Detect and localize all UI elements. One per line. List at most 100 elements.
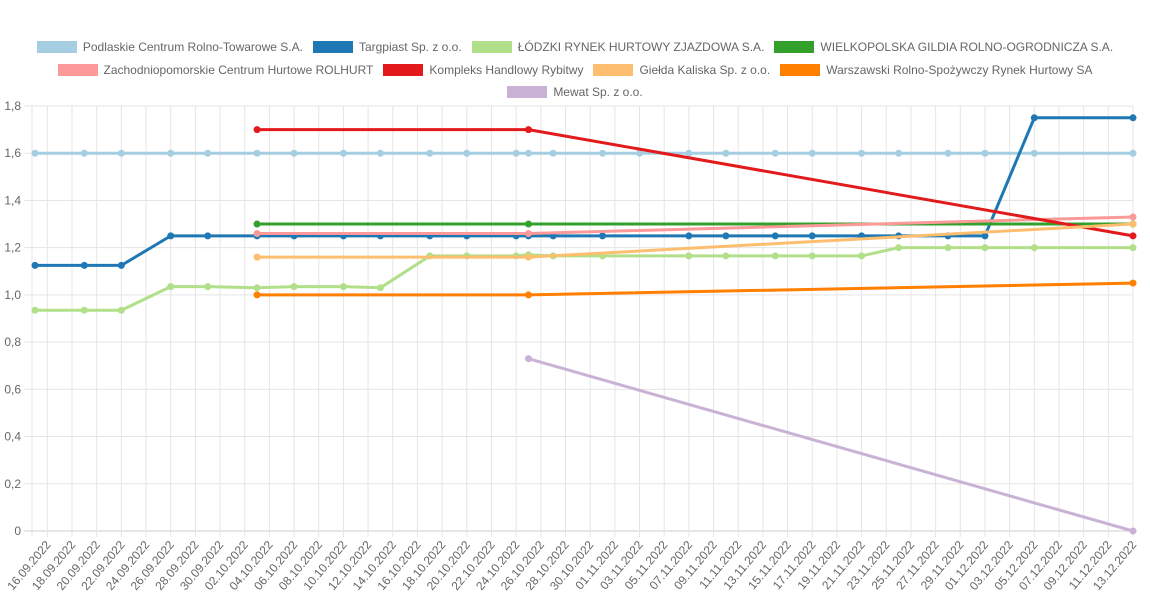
data-point [253,253,261,261]
data-point [944,149,952,157]
data-point [524,253,532,261]
legend-swatch [312,41,353,54]
data-point [858,252,866,260]
data-point [524,126,532,134]
y-tick-label: 0,6 [4,382,21,396]
data-point [290,283,298,291]
series-line [35,246,1133,312]
data-point [117,261,125,269]
legend-row: Mewat Sp. z o.o. [0,81,1150,104]
series-8 [524,355,1137,535]
data-point [204,232,212,240]
data-point [1129,220,1137,228]
legend-swatch [593,63,634,76]
data-point [1129,279,1137,287]
data-point [685,252,693,260]
legend-label: Zachodniopomorskie Centrum Hurtowe ROLHU… [103,62,374,77]
data-point [253,291,261,299]
legend-item[interactable]: ŁÓDZKI RYNEK HURTOWY ZJAZDOWA S.A. [471,40,764,54]
data-point [685,232,693,240]
legend-item[interactable]: Kompleks Handlowy Rybitwy [383,63,583,77]
data-point [771,232,779,240]
legend-swatch [383,63,424,76]
series-1 [31,114,1137,269]
data-point [117,149,125,157]
legend-item[interactable]: Mewat Sp. z o.o. [507,85,643,99]
y-tick-label: 0,8 [4,335,21,349]
legend-item[interactable]: Warszawski Rolno-Spożywczy Rynek Hurtowy… [780,63,1092,77]
data-point [722,232,730,240]
data-point [80,306,88,314]
data-point [204,149,212,157]
data-point [1129,149,1137,157]
data-point [858,149,866,157]
data-point [31,261,39,269]
data-point [981,149,989,157]
data-point [253,149,261,157]
data-point [1030,114,1038,122]
legend-item[interactable]: WIELKOPOLSKA GILDIA ROLNO-OGRODNICZA S.A… [774,40,1113,54]
data-point [253,284,261,292]
series-4 [253,213,1137,237]
data-point [549,149,557,157]
data-point [981,232,989,240]
data-point [80,149,88,157]
data-point [722,149,730,157]
legend-swatch [507,86,548,99]
chart-legend: Podlaskie Centrum Rolno-Towarowe S.A. Tar… [0,36,1150,104]
series-6 [253,220,1137,261]
data-point [636,149,644,157]
data-point [808,149,816,157]
data-point [771,252,779,260]
data-point [1129,232,1137,240]
legend-label: Targpiast Sp. z o.o. [358,40,462,55]
data-point [253,220,261,228]
data-point [895,244,903,252]
legend-label: Kompleks Handlowy Rybitwy [429,62,584,77]
legend-swatch [471,41,512,54]
grid [24,105,1134,537]
legend-label: Warszawski Rolno-Spożywczy Rynek Hurtowy… [826,62,1093,77]
data-point [167,232,175,240]
legend-row: Podlaskie Centrum Rolno-Towarowe S.A. Tar… [0,36,1150,59]
data-point [1129,213,1137,221]
data-point [80,261,88,269]
data-point [1129,114,1137,122]
legend-item[interactable]: Zachodniopomorskie Centrum Hurtowe ROLHU… [57,62,374,77]
series-0 [31,149,1137,157]
legend-item[interactable]: Giełda Kaliska Sp. z o.o. [593,63,770,77]
legend-swatch [57,63,98,76]
data-point [31,149,39,157]
data-point [426,149,434,157]
series-7 [253,279,1137,299]
data-point [253,230,261,237]
data-point [524,230,532,237]
data-point [524,220,532,228]
data-point [204,283,212,291]
data-point [1030,149,1038,157]
legend-swatch [36,41,77,54]
data-point [1030,244,1038,252]
y-tick-label: 1,2 [4,241,21,255]
legend-item[interactable]: Targpiast Sp. z o.o. [312,40,462,55]
data-point [808,252,816,260]
legend-swatch [774,41,815,54]
data-point [1129,244,1137,252]
data-point [31,306,39,314]
data-point [808,232,816,240]
legend-item[interactable]: Podlaskie Centrum Rolno-Towarowe S.A. [36,40,303,54]
y-tick-label: 0,4 [4,430,21,444]
data-point [524,355,532,363]
series-3 [253,220,1137,228]
data-point [290,149,298,157]
data-point [981,244,989,252]
series-line [528,357,1134,533]
data-point [376,284,384,292]
data-point [167,149,175,157]
data-point [339,149,347,157]
data-point [722,252,730,260]
y-tick-label: 1,8 [4,99,21,113]
data-point [512,149,520,157]
series-line [257,281,1134,297]
data-point [1129,527,1137,535]
